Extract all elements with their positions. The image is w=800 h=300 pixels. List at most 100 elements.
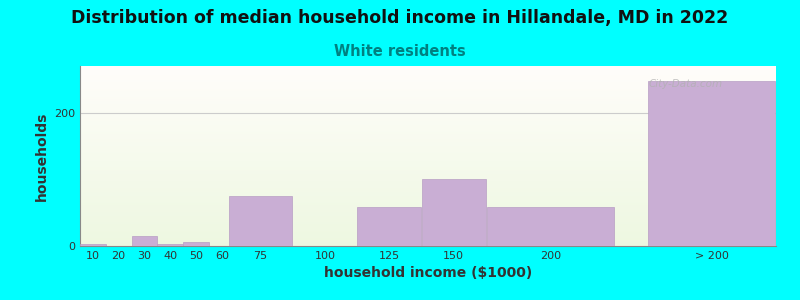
Bar (80, 97, 776, 98)
Bar (80, 68, 776, 69)
Bar (80, 242, 776, 243)
Bar (80, 78, 776, 79)
Bar (80, 243, 776, 244)
Bar (80, 100, 776, 101)
Bar (132, 236, 158, 246)
Bar (80, 91, 776, 92)
Bar (80, 77, 776, 78)
Bar (80, 234, 776, 235)
Bar (80, 72, 776, 73)
Bar (80, 202, 776, 203)
Bar (80, 128, 776, 129)
Bar (229, 196, 292, 246)
Bar (80, 142, 776, 143)
Bar (80, 96, 776, 97)
Bar (80, 93, 776, 94)
Bar (80, 196, 776, 197)
Text: City-Data.com: City-Data.com (649, 79, 722, 89)
Bar (80, 156, 776, 157)
Bar (158, 244, 183, 246)
Bar (80, 80, 776, 81)
Bar (80, 199, 776, 200)
Bar (80, 133, 776, 134)
Bar (80, 225, 776, 226)
Bar (80, 76, 776, 77)
Bar (183, 242, 209, 246)
Bar (80, 115, 776, 116)
Bar (80, 149, 776, 150)
Bar (80, 117, 776, 118)
Bar (80, 113, 776, 114)
Bar (80, 187, 776, 188)
Bar (80, 179, 776, 180)
Bar (80, 218, 776, 219)
Bar (80, 174, 776, 175)
Bar (80, 155, 776, 156)
Bar (80, 169, 776, 170)
Bar (80, 135, 776, 136)
Bar (80, 131, 776, 132)
Bar (80, 213, 776, 214)
Bar (80, 186, 776, 187)
Bar (80, 69, 776, 70)
Bar (80, 205, 776, 206)
Bar (80, 119, 776, 120)
Bar (80, 211, 776, 212)
Bar (486, 207, 614, 246)
Bar (80, 140, 776, 141)
Bar (80, 244, 776, 245)
Bar (80, 90, 776, 91)
Bar (80, 154, 776, 155)
Bar (80, 244, 106, 246)
Bar (80, 190, 776, 191)
Bar (80, 130, 776, 131)
Bar (80, 239, 776, 240)
Bar (80, 144, 776, 145)
Bar (80, 177, 776, 178)
Bar (80, 82, 776, 83)
Bar (80, 203, 776, 204)
Bar (80, 85, 776, 86)
Bar (80, 139, 776, 140)
Bar (80, 212, 776, 213)
Bar (80, 92, 776, 93)
Bar (80, 191, 776, 192)
Bar (80, 230, 776, 231)
Bar (80, 163, 776, 164)
X-axis label: household income ($1000): household income ($1000) (324, 266, 532, 280)
Bar (80, 136, 776, 137)
Bar (80, 229, 776, 230)
Bar (80, 162, 776, 163)
Bar (80, 105, 776, 106)
Bar (648, 81, 775, 246)
Bar (80, 198, 776, 199)
Bar (80, 209, 776, 210)
Bar (80, 106, 776, 107)
Text: White residents: White residents (334, 44, 466, 59)
Bar (80, 197, 776, 198)
Bar (80, 207, 776, 208)
Bar (80, 87, 776, 88)
Bar (80, 169, 776, 170)
Bar (80, 181, 776, 182)
Bar (80, 189, 776, 190)
Bar (80, 231, 776, 232)
Bar (80, 176, 776, 177)
Bar (80, 183, 776, 184)
Bar (80, 141, 776, 142)
Bar (80, 129, 776, 130)
Bar (80, 143, 776, 144)
Bar (80, 226, 776, 227)
Bar (80, 104, 776, 105)
Bar (80, 123, 776, 124)
Bar (80, 164, 776, 165)
Bar (80, 206, 776, 207)
Bar (80, 182, 776, 183)
Bar (80, 194, 776, 195)
Bar (80, 159, 776, 160)
Bar (80, 112, 776, 113)
Bar (80, 66, 776, 67)
Bar (422, 179, 486, 246)
Bar (80, 108, 776, 109)
Bar (80, 185, 776, 186)
